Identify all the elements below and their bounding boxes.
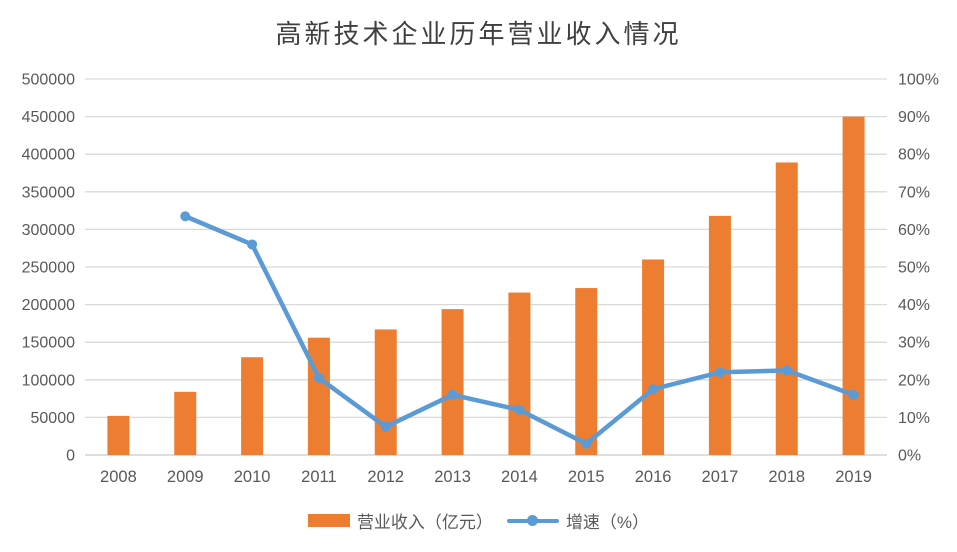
x-axis-tick-2019: 2019 — [835, 468, 872, 486]
line-point-2019 — [848, 389, 859, 400]
legend-line-marker-icon — [527, 515, 539, 526]
left-axis-tick: 350000 — [22, 184, 75, 201]
left-axis-tick: 300000 — [22, 222, 75, 239]
x-axis-tick-2013: 2013 — [434, 468, 471, 486]
chart-canvas: 0 50000 100000 150000 200000 250000 300000 3500… — [22, 72, 939, 487]
line-point-2014 — [514, 404, 525, 415]
x-axis-labels: 2008 2009 2010 2011 2012 2013 2014 2015 2016 2017… — [100, 468, 872, 486]
right-axis-tick: 30% — [898, 335, 930, 352]
line-point-2016 — [648, 384, 659, 395]
line-point-2013 — [447, 389, 458, 400]
bar-2017 — [708, 215, 731, 455]
x-axis-tick-2008: 2008 — [100, 468, 137, 486]
left-axis-tick: 50000 — [31, 410, 76, 427]
x-axis-tick-2018: 2018 — [768, 468, 805, 486]
left-axis-labels: 0 50000 100000 150000 200000 250000 300000 3500… — [22, 72, 75, 465]
bar-2011 — [307, 337, 330, 455]
x-axis-tick-2014: 2014 — [501, 468, 538, 486]
left-axis-tick: 0 — [66, 448, 75, 465]
line-point-2018 — [781, 365, 792, 376]
legend-bar-swatch — [307, 514, 350, 527]
right-axis-labels: 0% 10% 20% 30% 40% 50% 60% 70% 80% 90% 100% — [898, 72, 939, 465]
left-axis-tick: 400000 — [22, 147, 75, 164]
left-axis-tick: 450000 — [22, 109, 75, 126]
x-axis-tick-2015: 2015 — [568, 468, 605, 486]
bar-2018 — [775, 162, 798, 456]
right-axis-tick: 40% — [898, 297, 930, 314]
legend-label-growth: 增速（%） — [565, 513, 650, 532]
x-axis-tick-2016: 2016 — [635, 468, 672, 486]
chart-title: 高新技术企业历年营业收入情况 — [275, 20, 682, 49]
line-group — [180, 211, 859, 449]
right-axis-tick: 50% — [898, 260, 930, 277]
line-point-2015 — [581, 438, 592, 449]
x-axis-tick-2009: 2009 — [167, 468, 204, 486]
bar-2013 — [441, 309, 464, 455]
x-axis-tick-2010: 2010 — [234, 468, 271, 486]
right-axis-tick: 80% — [898, 147, 930, 164]
right-axis-tick: 70% — [898, 184, 930, 201]
bar-2019 — [842, 116, 865, 455]
x-axis-tick-2017: 2017 — [702, 468, 739, 486]
right-axis-tick: 100% — [898, 72, 939, 89]
x-axis-tick-2011: 2011 — [301, 468, 336, 486]
left-axis-tick: 500000 — [22, 72, 75, 89]
bar-2016 — [642, 259, 665, 455]
right-axis-tick: 20% — [898, 372, 930, 389]
legend-item-growth: 增速（%） — [506, 508, 650, 533]
right-axis-tick: 90% — [898, 109, 930, 126]
legend-item-revenue: 营业收入（亿元） — [307, 508, 493, 533]
chart-legend: 营业收入（亿元） 增速（%） — [0, 508, 957, 533]
bar-2015 — [575, 288, 598, 455]
bar-2008 — [107, 415, 130, 455]
right-axis-tick: 60% — [898, 222, 930, 239]
legend-line-swatch — [506, 514, 559, 528]
bar-2009 — [174, 391, 197, 455]
bar-2012 — [374, 329, 397, 455]
left-axis-tick: 200000 — [22, 297, 75, 314]
right-axis-tick: 10% — [898, 410, 930, 427]
bar-2014 — [508, 292, 531, 455]
x-axis-tick-2012: 2012 — [367, 468, 404, 486]
left-axis-tick: 100000 — [22, 372, 75, 389]
legend-label-revenue: 营业收入（亿元） — [356, 513, 493, 532]
line-point-2012 — [380, 421, 391, 432]
bar-2010 — [241, 357, 264, 455]
gridlines-group — [85, 78, 887, 456]
left-axis-tick: 250000 — [22, 260, 75, 277]
line-point-2017 — [714, 367, 725, 378]
line-point-2011 — [313, 372, 324, 383]
right-axis-tick: 0% — [898, 448, 921, 465]
line-point-2010 — [247, 239, 258, 250]
left-axis-tick: 150000 — [22, 335, 75, 352]
line-point-2009 — [180, 211, 191, 222]
